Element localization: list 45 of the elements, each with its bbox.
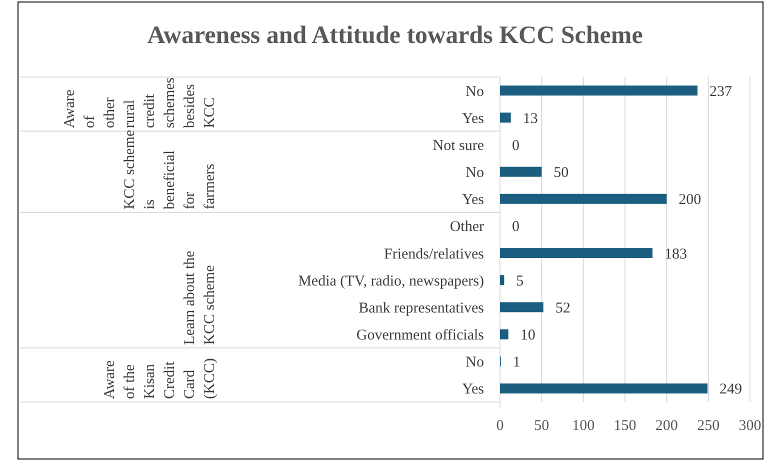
data-label: 10 bbox=[520, 328, 536, 344]
data-label: 1 bbox=[512, 354, 520, 371]
data-label: 52 bbox=[555, 300, 570, 316]
bar bbox=[500, 194, 667, 204]
bar bbox=[500, 112, 511, 123]
x-tick-label: 100 bbox=[572, 418, 595, 434]
bar bbox=[500, 302, 544, 312]
data-label: 0 bbox=[512, 138, 520, 154]
bar bbox=[500, 86, 698, 96]
data-label: 200 bbox=[678, 192, 702, 208]
data-label: 0 bbox=[512, 219, 520, 236]
data-label: 50 bbox=[554, 165, 569, 182]
text: Aware of other rural credit schemes besides KCC bbox=[62, 77, 218, 128]
bar bbox=[500, 166, 542, 177]
x-tick-label: 50 bbox=[534, 418, 550, 434]
text: KCC scheme is beneficial for farmers bbox=[122, 130, 218, 210]
y-tick-label: Bank representatives bbox=[358, 300, 484, 316]
data-label: 5 bbox=[516, 273, 524, 290]
data-label: 237 bbox=[710, 84, 732, 100]
bar bbox=[500, 329, 508, 340]
bar bbox=[500, 383, 708, 394]
text: Aware of the Kisan Credit Card (KCC) bbox=[102, 358, 218, 399]
y-tick-label: Yes bbox=[462, 382, 484, 398]
data-label: 183 bbox=[664, 246, 687, 262]
y-tick-label: Not sure bbox=[432, 138, 484, 154]
text: Learn about the KCC scheme bbox=[182, 250, 218, 345]
y-tick-label: Other bbox=[450, 219, 484, 236]
x-tick-label: 0 bbox=[496, 418, 504, 434]
y-tick-label: Yes bbox=[462, 192, 484, 208]
y-tick-label: Friends/relatives bbox=[384, 246, 484, 262]
bar bbox=[500, 248, 652, 258]
y-tick-label: Government officials bbox=[356, 328, 484, 344]
x-tick-label: 300 bbox=[738, 418, 762, 434]
y-tick-label: No bbox=[466, 165, 484, 182]
chart-title: Awareness and Attitude towards KCC Scheme bbox=[147, 22, 643, 49]
y-tick-label: Yes bbox=[462, 110, 484, 127]
x-tick-label: 250 bbox=[697, 418, 720, 434]
data-label: 13 bbox=[522, 110, 538, 127]
data-label: 249 bbox=[720, 382, 742, 398]
bar bbox=[500, 275, 504, 286]
x-tick-label: 150 bbox=[614, 418, 636, 434]
y-tick-label: No bbox=[466, 84, 484, 100]
y-tick-label: Media (TV, radio, newspapers) bbox=[298, 273, 484, 290]
y-tick-label: No bbox=[466, 354, 484, 371]
x-tick-label: 200 bbox=[655, 418, 678, 434]
